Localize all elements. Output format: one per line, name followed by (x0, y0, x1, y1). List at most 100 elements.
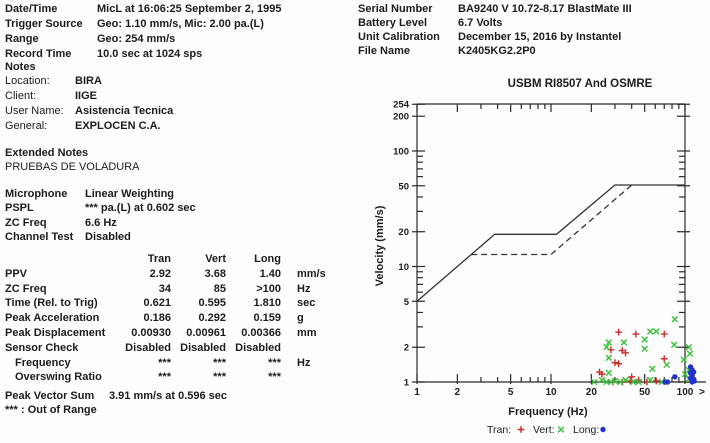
unit-info-label: Unit Calibration (358, 31, 440, 43)
vert-data-point (611, 377, 619, 385)
row-unit: Hz (297, 356, 311, 369)
note-row: User Name: Asistencia Tecnica (5, 105, 355, 120)
vert-data-point (635, 378, 642, 386)
recorder-info-label: Trigger Source (5, 18, 83, 30)
unit-header (281, 253, 325, 268)
y-tick-label: 254 (393, 100, 410, 111)
x-tick-label: 2 (455, 387, 461, 398)
vert-data-point (646, 328, 654, 335)
microphone-info-label: Channel Test (5, 230, 74, 243)
row-value: 85 (213, 282, 226, 295)
x-overflow-label: > (699, 386, 705, 398)
row-value: 3.68 (204, 267, 226, 280)
vert-data-point (617, 378, 624, 386)
unit-info-row: File Name K2405KG2.2P0 (358, 45, 710, 59)
table-corner (5, 253, 123, 268)
chart-title: USBM RI8507 And OSMRE (508, 78, 653, 90)
x-tick-label: 10 (545, 387, 557, 398)
recorder-info-row: Date/Time MicL at 16:06:25 September 2, 1… (5, 3, 355, 18)
vert-data-point (681, 370, 689, 378)
vert-data-point (605, 369, 613, 377)
footnote-text: : Out of Range (21, 404, 97, 416)
row-value: 0.00961 (186, 326, 226, 339)
note-value: BIRA (75, 75, 102, 87)
microphone-info-value: Linear Weighting (85, 188, 175, 200)
long-data-point (664, 379, 671, 385)
microphone-info-row: ZC Freq 6.6 Hz (5, 217, 355, 231)
row-value: *** (213, 356, 226, 369)
note-label: Location: (5, 75, 50, 87)
tran-data-point (632, 330, 640, 338)
recorder-info-value: Geo: 1.10 mm/s, Mic: 2.00 pa.(L) (97, 18, 264, 30)
row-label: PPV (5, 267, 28, 280)
peak-vector-sum-value: 3.91 mm/s at 0.596 sec (109, 390, 228, 402)
footnote-symbol: *** (5, 404, 18, 416)
row-label: Sensor Check (5, 341, 79, 354)
notes-block: Location: BIRA Client: IIGE User Name: Asiste… (5, 75, 355, 135)
x-tick-label: 50 (639, 387, 651, 398)
vert-data-point (652, 328, 660, 335)
y-tick-label: 1 (404, 378, 410, 389)
unit-info-label: File Name (358, 45, 410, 57)
legend-plus-symbol (517, 426, 525, 433)
row-value: 0.159 (253, 312, 281, 325)
vert-data-point (671, 315, 679, 323)
microphone-info-label: ZC Freq (5, 216, 47, 229)
microphone-info-label: Microphone (5, 188, 68, 200)
y-tick-label: 2 (404, 343, 409, 354)
row-value: Disabled (235, 341, 281, 354)
row-value: 0.595 (198, 297, 226, 310)
row-value: 0.292 (198, 312, 226, 325)
tran-data-point (615, 328, 623, 336)
microphone-info-row: PSPL *** pa.(L) at 0.602 sec (5, 202, 355, 216)
vert-data-point (590, 378, 598, 386)
y-tick-label: 100 (393, 147, 409, 158)
unit-info-label: Serial Number (358, 3, 433, 15)
unit-info-value: 6.7 Volts (458, 17, 503, 29)
row-label: Peak Acceleration (5, 312, 100, 325)
recorder-info-label: Range (5, 33, 39, 45)
row-label: Frequency (15, 356, 71, 369)
y-tick-label: 5 (404, 297, 410, 308)
row-value: 0.00366 (241, 326, 281, 339)
note-label: Client: (5, 90, 37, 102)
row-value: Disabled (125, 341, 171, 354)
tran-data-point (628, 373, 636, 381)
y-tick-label: 50 (398, 181, 409, 192)
peak-vector-sum-row: Peak Vector Sum 3.91 mm/s at 0.596 sec (5, 390, 227, 402)
peak-vector-sum-label: Peak Vector Sum (5, 390, 95, 402)
row-label: ZC Freq (5, 282, 47, 295)
row-unit: g (297, 312, 304, 325)
recorder-info-label: Record Time (5, 48, 72, 60)
unit-info-row: Unit Calibration December 15, 2016 by Ins… (358, 31, 710, 45)
note-row: Client: IIGE (5, 90, 355, 105)
tran-data-point (622, 349, 629, 357)
vert-data-point (641, 336, 648, 343)
row-value: 2.92 (149, 267, 171, 280)
note-value: IIGE (75, 90, 98, 102)
legend-label: Vert: (533, 424, 555, 436)
vert-data-point (685, 343, 693, 351)
column-header: Vert (205, 253, 226, 265)
vert-data-point (603, 343, 610, 351)
y-tick-label: 20 (398, 227, 409, 238)
column-header: Long (254, 253, 281, 265)
long-data-point (687, 370, 694, 376)
recorder-info-value: Geo: 254 mm/s (97, 33, 176, 45)
microphone-block: Microphone Linear Weighting PSPL *** pa.(L)… (5, 188, 355, 245)
tran-data-point (660, 330, 668, 338)
legend-cross-symbol (557, 426, 565, 433)
row-value: 0.186 (143, 312, 171, 325)
microphone-info-row: Channel Test Disabled (5, 231, 355, 245)
note-value: Asistencia Tecnica (75, 105, 174, 117)
extended-notes-value: PRUEBAS DE VOLADURA (5, 161, 140, 173)
vert-data-point (605, 339, 613, 346)
row-label: Time (Rel. to Trig) (5, 297, 98, 310)
unit-info-row: Serial Number BA9240 V 10.72-8.17 BlastMa… (358, 3, 710, 17)
row-value: *** (213, 371, 226, 384)
long-data-point (672, 374, 678, 380)
long-data-point (691, 378, 697, 384)
unit-info-row: Battery Level 6.7 Volts (358, 17, 710, 31)
